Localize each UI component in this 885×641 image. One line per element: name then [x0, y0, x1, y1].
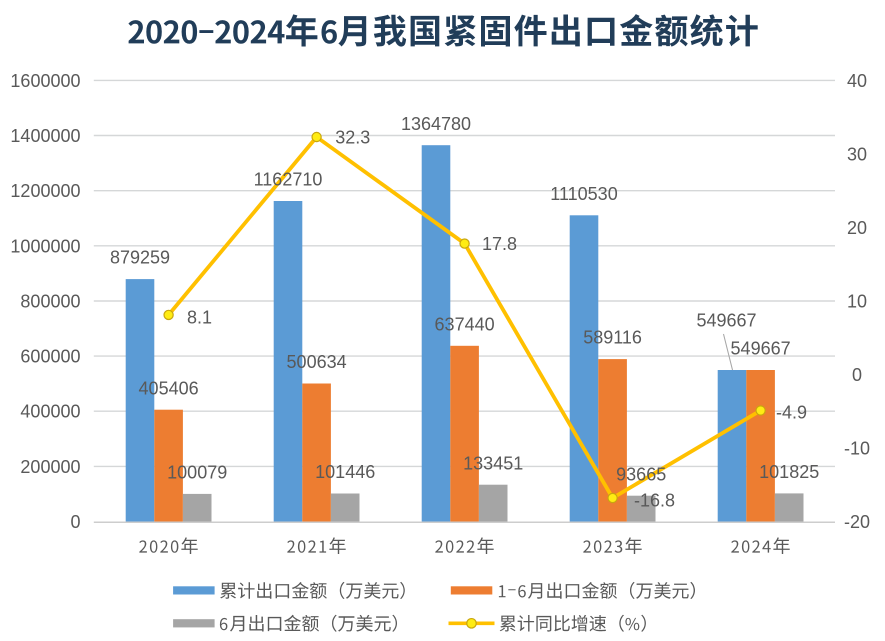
- svg-text:1600000: 1600000: [10, 71, 80, 91]
- svg-text:20: 20: [847, 218, 867, 238]
- svg-text:17.8: 17.8: [482, 234, 517, 254]
- svg-text:-10: -10: [844, 439, 870, 459]
- svg-text:101825: 101825: [759, 462, 819, 482]
- svg-text:0: 0: [852, 365, 862, 385]
- svg-text:-4.9: -4.9: [776, 403, 807, 423]
- svg-text:589116: 589116: [583, 328, 642, 348]
- svg-text:800000: 800000: [20, 292, 80, 312]
- svg-text:1200000: 1200000: [10, 181, 80, 201]
- svg-text:600000: 600000: [20, 347, 80, 367]
- svg-text:32.3: 32.3: [335, 128, 370, 148]
- svg-text:879259: 879259: [110, 248, 170, 268]
- svg-text:-20: -20: [844, 512, 870, 532]
- svg-text:93665: 93665: [616, 464, 666, 484]
- svg-text:8.1: 8.1: [187, 308, 212, 328]
- svg-text:1110530: 1110530: [550, 184, 617, 204]
- svg-text:-16.8: -16.8: [634, 491, 675, 511]
- svg-text:200000: 200000: [20, 457, 80, 477]
- svg-text:1400000: 1400000: [10, 126, 80, 146]
- svg-text:40: 40: [847, 71, 867, 91]
- svg-text:10: 10: [847, 291, 867, 311]
- svg-text:1000000: 1000000: [10, 236, 80, 256]
- svg-text:101446: 101446: [315, 462, 375, 482]
- svg-text:1364780: 1364780: [401, 114, 471, 134]
- svg-text:133451: 133451: [463, 453, 523, 473]
- svg-text:100079: 100079: [167, 463, 227, 483]
- svg-text:637440: 637440: [435, 314, 495, 334]
- svg-text:549667: 549667: [696, 311, 756, 331]
- svg-text:0: 0: [70, 512, 80, 532]
- svg-text:549667: 549667: [731, 339, 791, 359]
- svg-text:500634: 500634: [287, 352, 347, 372]
- svg-text:400000: 400000: [20, 402, 80, 422]
- svg-text:1162710: 1162710: [254, 170, 323, 190]
- svg-text:30: 30: [847, 144, 867, 164]
- svg-text:405406: 405406: [139, 378, 199, 398]
